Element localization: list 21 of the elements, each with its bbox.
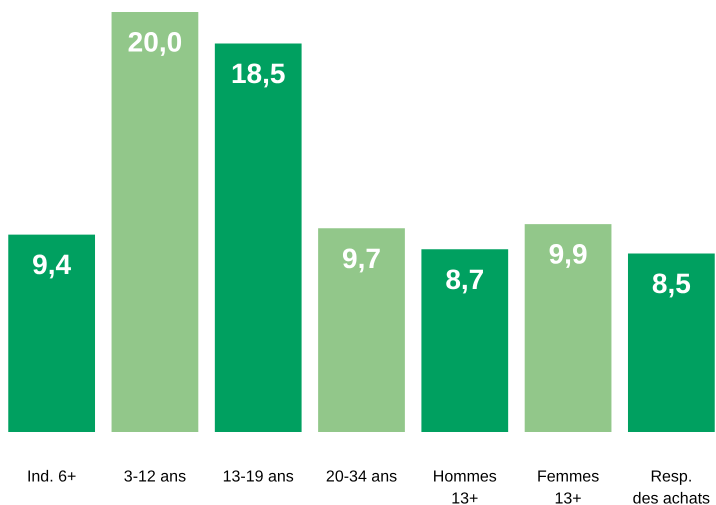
data-label: 9,4 [32,249,72,280]
x-tick-label: 20-34 ans [326,468,398,486]
data-label: 18,5 [230,58,286,89]
bar [421,249,508,432]
x-tick-label: Ind. 6+ [26,468,76,486]
bar [214,44,302,432]
data-label: 8,5 [652,268,691,299]
x-tick-label: Femmes 13+ [536,468,600,505]
data-label: 20,0 [128,26,182,58]
bar [628,254,715,432]
bar [112,12,198,432]
x-tick-label: 13-19 ans [222,468,294,486]
data-label: 8,7 [445,264,484,295]
bar [524,224,612,432]
data-label: 9,7 [342,242,381,274]
bar [318,228,405,432]
x-tick-label: 3-12 ans [124,468,186,486]
bar [8,234,96,432]
x-tick-label: Hommes 13+ [432,468,497,505]
x-tick-label: Resp. des achats [632,468,710,505]
data-label: 9,9 [548,238,588,270]
